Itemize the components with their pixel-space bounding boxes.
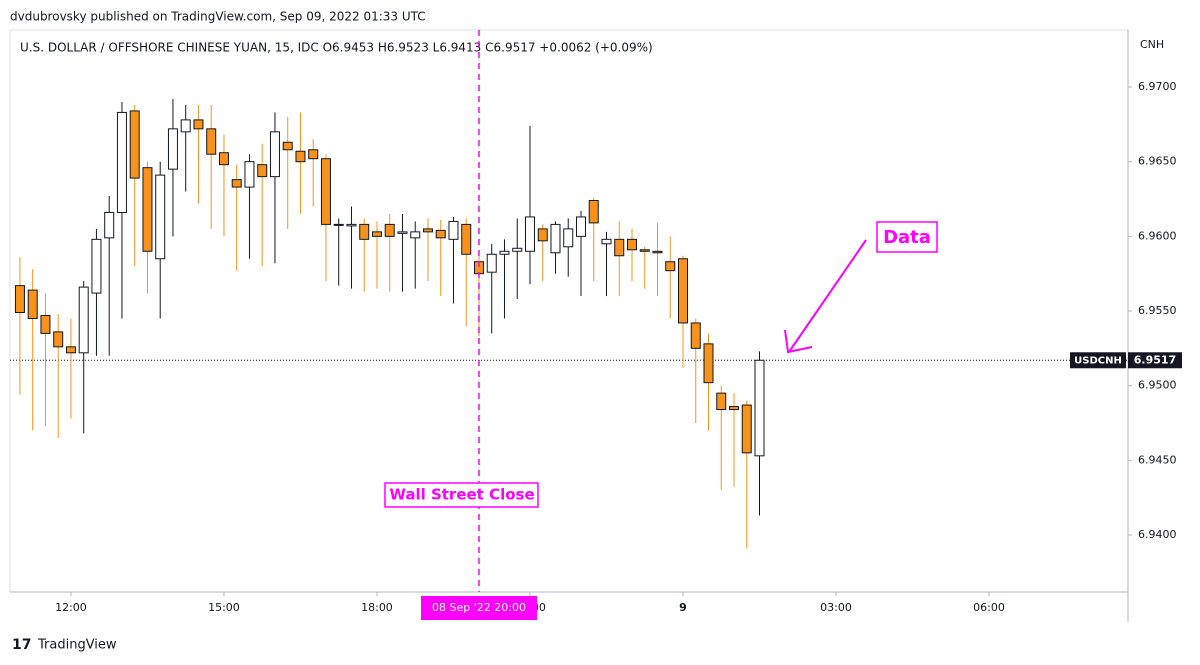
annotation: Data [883,227,931,248]
y-tick-label: 6.9600 [1138,229,1177,242]
candle-body [257,164,268,178]
candle-body [716,392,727,411]
candle-body [333,223,344,226]
candle-body [40,314,51,334]
candle-body [104,211,115,239]
candle-body [180,119,191,133]
candle-body [244,161,255,188]
candle-body [14,285,25,313]
candle-body [282,141,293,151]
x-tick-label: 9 [679,601,687,614]
y-tick-label: 6.9500 [1138,379,1177,392]
candle-body [129,110,140,179]
x-tick-label: 12:00 [55,601,87,614]
candle-body [422,228,433,233]
candle-body [486,253,497,273]
candle-body [384,223,395,237]
price-name: USDCNH [1074,355,1122,366]
candle-body [575,216,586,237]
candle-body [512,247,523,252]
candle-body [728,406,739,411]
y-tick-label: 6.9400 [1138,528,1177,541]
candle-body [550,223,561,254]
brand: TradingView [37,638,117,653]
x-tick-label: 03:00 [820,601,852,614]
candle-body [65,346,76,354]
candle-body [116,111,127,213]
candle-body [665,261,676,272]
price-value-box [1128,352,1182,369]
candle-body [53,331,64,348]
y-tick-label: 6.9450 [1138,453,1177,466]
candle-body [206,128,217,155]
annotation-box [384,482,539,508]
candle-body [231,179,242,188]
candle-body [359,223,370,240]
candle-body [588,200,599,224]
candle-body [461,223,472,255]
candle-body [652,250,663,254]
x-tick-label: 18:00 [361,601,393,614]
x-tick-label: 06:00 [973,601,1005,614]
annotation-box [876,221,938,253]
candle-body [626,238,637,251]
candle-body [741,404,752,454]
y-tick-label: 6.9550 [1138,304,1177,317]
candle-body [690,322,701,349]
legend-title: U.S. DOLLAR / OFFSHORE CHINESE YUAN, 15,… [20,41,653,55]
candle-body [78,286,89,354]
arrow [784,239,867,354]
price-value: 6.9517 [1134,353,1176,366]
candle-body [614,238,625,257]
crosshair-label: 08 Sep '22 20:00 [432,601,526,614]
candle-body [320,158,331,225]
candle-body [397,231,408,234]
candle-body [639,249,650,252]
candle-body [155,174,166,260]
candle-body [563,228,574,248]
byline: dvdubrovsky published on TradingView.com… [10,10,426,24]
candle-body [91,238,102,294]
candle-body [537,228,548,242]
annotation: Wall Street Close [389,486,534,504]
candle-body [27,289,38,319]
y-tick-label: 6.9700 [1138,80,1177,93]
candle-body [193,119,204,130]
candle-body [524,216,535,252]
candle-body [167,128,178,170]
candle-body [754,359,765,457]
price-name-box [1070,352,1126,369]
candle-body [142,167,153,252]
currency-label: CNH [1140,38,1164,51]
x-tick-label: 15:00 [208,601,240,614]
candle-body [295,150,306,163]
candle-body [435,229,446,239]
candle-body [677,258,688,324]
candle-body [499,250,510,255]
candle-body [218,152,229,166]
candle-body [308,149,319,160]
crosshair-label-box [420,596,537,620]
y-tick-label: 6.9650 [1138,155,1177,168]
candle-body [703,343,714,384]
candle-body [371,231,382,237]
candle-body [601,238,612,245]
candle-body [410,231,421,239]
candle-body [448,220,459,240]
candle-body [269,131,280,178]
candle-body [346,223,357,227]
logo-mark: 17 [12,637,31,653]
